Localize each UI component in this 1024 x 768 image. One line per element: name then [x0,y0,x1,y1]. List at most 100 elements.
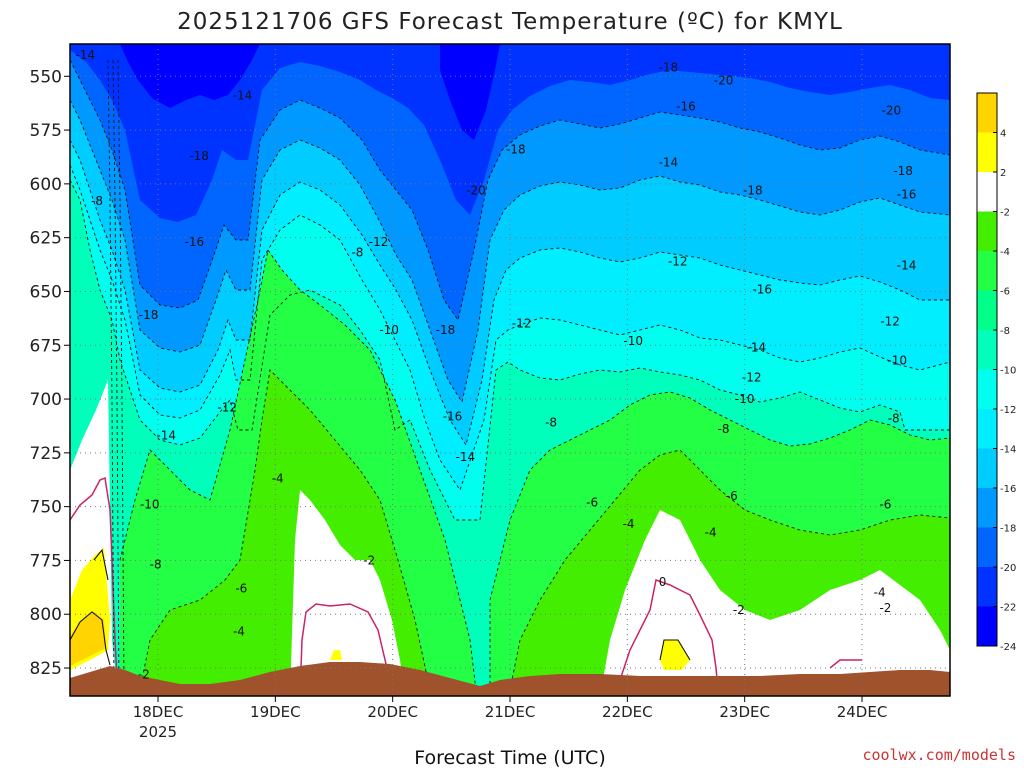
contour-label: -14 [659,155,679,169]
contour-label: -12 [369,235,389,249]
x-tick-label: 24DEC [837,703,888,721]
contour-label: -12 [217,401,237,415]
y-tick-label: 800 [30,605,62,625]
x-axis-title: Forecast Time (UTC) [414,747,605,768]
contour-label: -10 [735,392,755,406]
contour-label: -12 [880,315,900,329]
contour-label: -18 [189,149,209,163]
contour-label: -14 [233,89,253,103]
colorbar-segment [977,527,997,567]
contour-label: -14 [75,48,95,62]
colorbar-segment [977,290,997,330]
contour-label: -12 [512,317,532,331]
colorbar: 4 2 -2 -4 -6 -8 -10 -12 -14 -16 -18 -20 -22 -24 [976,92,1016,653]
contour-label: -4 [874,586,886,600]
colorbar-tick-label: -24 [1000,642,1016,653]
contour-label: -14 [897,259,917,273]
y-tick-label: 825 [30,659,62,679]
grid-lines [70,44,950,696]
contour-label: -6 [586,495,598,509]
contour-label: -8 [888,411,900,425]
y-tick-label: 600 [30,175,62,195]
contour-label: -20 [882,104,902,118]
colorbar-tick-label: -20 [1000,563,1016,574]
colorbar-segment [977,132,997,172]
contour-label: -16 [443,409,463,423]
contour-label: -4 [233,624,245,638]
y-tick-label: 625 [30,229,62,249]
x-axis: 18DEC 19DEC 20DEC 21DEC 22DEC 23DEC 24DEC [133,696,888,721]
y-tick-label: 675 [30,336,62,356]
contour-label: -14 [456,450,476,464]
contour-label: -6 [235,581,247,595]
colorbar-segment [977,567,997,607]
y-axis: 550 575 600 625 650 675 700 725 750 775 800 825 [30,67,70,679]
contour-label: 0 [659,575,667,589]
contour-label: -16 [185,235,205,249]
contour-label: -14 [747,340,767,354]
y-tick-label: 575 [30,121,62,141]
contour-label: -12 [668,254,688,268]
x-axis-year-label: 2025 [139,723,177,741]
contour-label: -2 [138,667,150,681]
colorbar-tick-label: 2 [1000,168,1006,179]
contour-label: -14 [156,429,176,443]
contour-label: -18 [139,308,159,322]
colorbar-tick-label: -8 [1000,326,1010,337]
contour-label: -8 [150,558,162,572]
x-tick-label: 20DEC [367,703,418,721]
x-tick-label: 21DEC [485,703,536,721]
x-tick-label: 22DEC [602,703,653,721]
contour-label: -8 [351,246,363,260]
colorbar-segment [977,606,997,646]
contour-label: -16 [752,282,772,296]
contour-label: -2 [879,601,891,615]
colorbar-segment [977,211,997,251]
contour-label: -16 [676,99,696,113]
contour-label: -18 [893,164,913,178]
contour-label: -4 [272,472,284,486]
colorbar-segment [977,409,997,449]
colorbar-segment [977,488,997,528]
contour-label: -8 [545,416,557,430]
contour-label: -6 [879,497,891,511]
colorbar-segment [977,369,997,409]
colorbar-tick-label: -2 [1000,208,1010,219]
contour-label: -10 [887,353,907,367]
colorbar-tick-label: -12 [1000,405,1016,416]
x-tick-label: 19DEC [250,703,301,721]
y-tick-label: 750 [30,498,62,518]
contour-labels: -14-8-14-18-16-18-12-14-10-8-6-4-4-8-12-… [75,48,916,682]
colorbar-segment [977,251,997,291]
colorbar-segment [977,172,997,212]
contour-label: -18 [436,323,456,337]
colorbar-tick-label: -22 [1000,603,1016,614]
y-tick-label: 725 [30,444,62,464]
colorbar-tick-label: 4 [1000,129,1006,140]
contour-label: -10 [623,334,643,348]
contour-label: -8 [91,194,103,208]
contour-label: -2 [733,603,745,617]
colorbar-tick-label: -18 [1000,524,1016,535]
contour-label: -4 [623,517,635,531]
contour-label: -2 [363,553,375,567]
contour-label: -12 [742,371,762,385]
colorbar-tick-label: -10 [1000,366,1016,377]
contour-label: -20 [714,74,734,88]
chart-title: 2025121706 GFS Forecast Temperature (ºC)… [177,9,843,35]
colorbar-tick-label: -14 [1000,445,1016,456]
contour-label: -18 [659,61,679,75]
colorbar-tick-label: -6 [1000,287,1010,298]
plot-area: -14-8-14-18-16-18-12-14-10-8-6-4-4-8-12-… [70,44,950,696]
contour-label: -20 [466,183,486,197]
y-tick-label: 650 [30,282,62,302]
contour-label: -18 [743,183,763,197]
x-tick-label: 23DEC [719,703,770,721]
contour-label: -16 [897,188,917,202]
colorbar-segment [977,93,997,133]
credit-link[interactable]: coolwx.com/models [862,746,1016,764]
contour-label: -4 [705,525,717,539]
contour-label: -18 [506,142,526,156]
colorbar-segment [977,330,997,370]
